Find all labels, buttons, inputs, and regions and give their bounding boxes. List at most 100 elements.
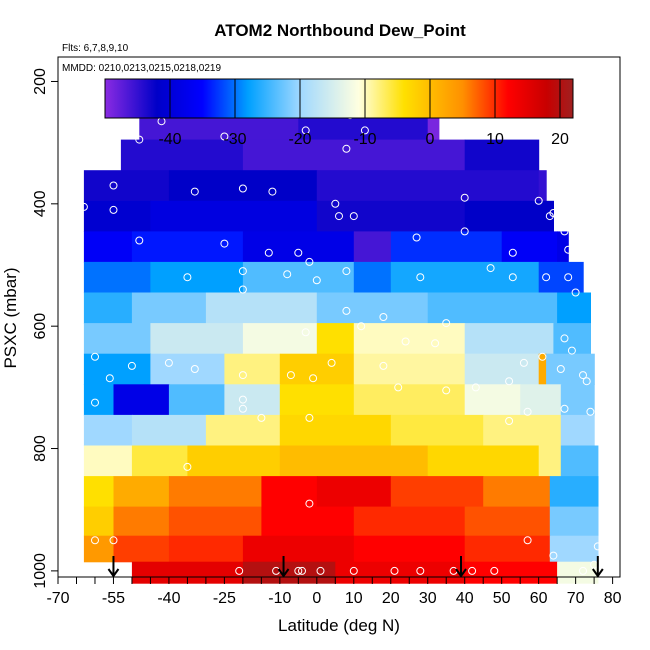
data-point (579, 245, 587, 254)
heat-cell (83, 353, 152, 385)
heat-cell (464, 139, 540, 171)
heat-cell (83, 414, 133, 447)
heat-cell (560, 414, 595, 447)
y-axis: 200 400 600 800 1000 (32, 68, 58, 589)
heat-cell (150, 353, 225, 385)
heat-cell (261, 506, 355, 537)
data-point (394, 383, 403, 392)
heat-cell (560, 445, 599, 477)
data-point (342, 267, 351, 276)
data-point (127, 361, 136, 370)
data-point (519, 358, 528, 367)
plot-frame (57, 56, 621, 578)
heat-cell (83, 384, 115, 416)
heat-cell (113, 476, 170, 508)
x-axis-label: Latitude (deg N) (278, 616, 400, 635)
colorbar-tick-label: 0 (426, 131, 435, 148)
colorbar-tick-label: -10 (353, 131, 376, 148)
heat-cell (83, 292, 133, 324)
data-point (61, 536, 70, 545)
heat-cell (538, 170, 547, 202)
heat-cell (150, 261, 244, 294)
heat-cell (538, 445, 562, 477)
heat-cell (316, 476, 392, 508)
heat-cell (520, 384, 562, 416)
data-point (379, 313, 388, 321)
data-point (298, 566, 306, 575)
data-point (91, 536, 99, 545)
heat-cell (242, 535, 355, 563)
heat-cell (279, 414, 392, 447)
heat-cell (83, 445, 133, 477)
data-point (505, 417, 514, 425)
heat-cell (242, 323, 318, 355)
heat-cell (83, 535, 115, 563)
heat-cell (538, 353, 547, 385)
heat-cell (261, 476, 318, 508)
data-point (468, 566, 477, 575)
data-point (305, 413, 314, 422)
heat-cell (120, 139, 244, 171)
heat-cell (168, 535, 244, 563)
data-point (105, 374, 114, 383)
heat-cell (557, 561, 599, 584)
heat-cell (83, 170, 170, 202)
heat-cell (113, 535, 170, 563)
x-tick-label: 60 (530, 590, 548, 607)
y-axis-label: PSXC (mbar) (1, 267, 20, 368)
data-point (238, 395, 247, 404)
heat-cell (353, 384, 466, 416)
x-tick-label: -70 (46, 590, 69, 607)
heat-cell (113, 384, 170, 416)
heat-cell (483, 414, 562, 447)
data-point (109, 181, 118, 190)
x-tick-label: -40 (157, 590, 180, 607)
heat-cell (549, 476, 599, 508)
data-point (349, 566, 358, 575)
data-point (283, 270, 292, 279)
heat-cell (168, 476, 262, 508)
data-point (120, 129, 129, 138)
data-point (412, 233, 421, 242)
heat-cell (427, 109, 440, 141)
data-point (471, 383, 480, 392)
heat-cell (83, 200, 152, 232)
data-point (556, 205, 565, 214)
heat-cell (560, 384, 595, 416)
data-point (294, 566, 303, 575)
colorbar-tick-label: 20 (551, 131, 569, 148)
data-point (190, 187, 199, 196)
colorbar-tick-label: 10 (486, 131, 504, 148)
data-point (508, 248, 517, 257)
heat-cell (390, 414, 484, 447)
heat-cell (390, 476, 484, 508)
data-point (342, 306, 351, 315)
heat-cell (353, 323, 466, 355)
flights-subtitle: Flts: 6,7,8,9,10 (62, 43, 129, 54)
heat-cell (549, 535, 599, 563)
heat-cell (242, 139, 466, 171)
heat-cell (464, 561, 558, 584)
flight-arrows (107, 556, 604, 578)
data-point (268, 187, 277, 196)
heat-cell (553, 323, 591, 355)
data-point (542, 273, 551, 282)
x-tick-label: 50 (493, 590, 511, 607)
data-point (190, 365, 199, 373)
heat-cell (279, 353, 355, 385)
heat-cell (557, 292, 591, 324)
heatmap-cells (83, 81, 599, 584)
data-point (390, 566, 399, 575)
data-point (431, 339, 440, 348)
heat-cell (131, 231, 244, 263)
heat-cell (168, 170, 318, 202)
heat-cell (335, 561, 466, 584)
x-tick-label: 20 (382, 590, 400, 607)
heat-cell (316, 200, 466, 232)
heat-cell (224, 353, 281, 385)
heat-cell (224, 384, 281, 416)
data-point (534, 196, 543, 205)
data-point (349, 212, 358, 221)
x-tick-label: 70 (567, 590, 585, 607)
arrow-marker (592, 556, 604, 578)
